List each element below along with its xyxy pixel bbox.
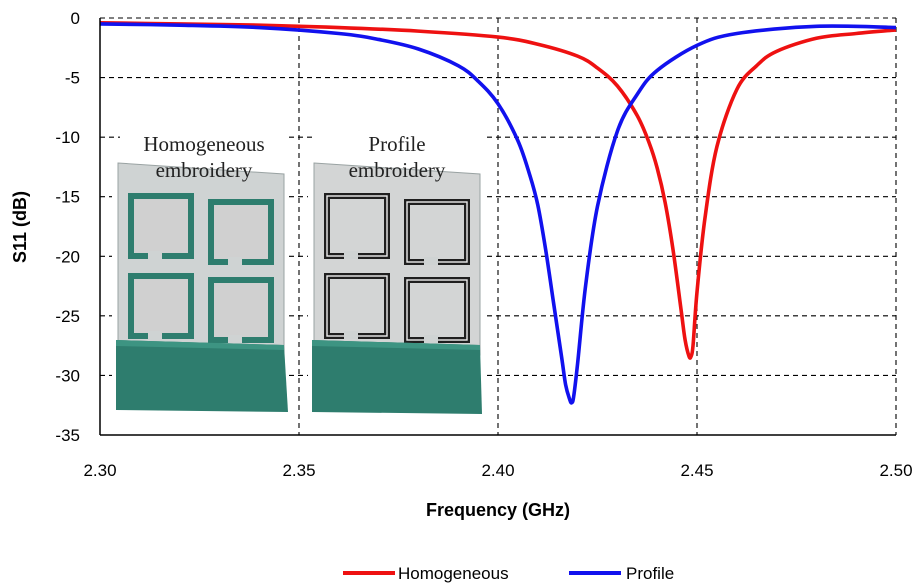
x-axis-title: Frequency (GHz) [426,500,570,520]
patch-slot [424,335,438,343]
series-layer [99,20,897,405]
x-tick-labels: 2.30 2.35 2.40 2.45 2.50 [83,461,912,480]
series-line-homogeneous [99,20,897,360]
patch-slot [148,331,162,339]
patch-slot [228,335,242,343]
patch-slot [424,257,438,265]
x-tick-label: 2.50 [879,461,912,480]
y-tick-label: -10 [55,128,80,147]
inset-caption-homogeneous-line2: embroidery [156,158,253,182]
y-axis-title: S11 (dB) [10,191,30,263]
y-tick-label: -20 [55,247,80,266]
y-tick-label: -5 [65,69,80,88]
patch-inner [214,283,268,337]
y-tick-label: -25 [55,307,80,326]
x-tick-label: 2.40 [481,461,514,480]
legend: Homogeneous Profile [343,564,674,583]
patch-inner [134,279,188,333]
patch-slot [148,251,162,259]
y-tick-label: -35 [55,426,80,445]
patch-slot [228,257,242,265]
patch-inner [214,205,268,259]
legend-label-profile: Profile [626,564,674,583]
inset-caption-profile-line2: embroidery [349,158,446,182]
profile-embroidery-image [308,162,486,415]
x-tick-label: 2.45 [680,461,713,480]
inset-caption-homogeneous-line1: Homogeneous [143,132,264,156]
patch-inner [410,283,464,337]
inset-caption-profile-line1: Profile [368,132,425,156]
homogeneous-embroidery-image [112,162,288,415]
y-tick-label: 0 [71,9,80,28]
y-tick-label: -30 [55,366,80,385]
patch-inner [330,279,384,333]
grid-lines [100,17,897,435]
y-tick-label: -15 [55,188,80,207]
x-tick-label: 2.30 [83,461,116,480]
legend-label-homogeneous: Homogeneous [398,564,509,583]
y-tick-labels: 0 -5 -10 -15 -20 -25 -30 -35 [55,9,80,445]
patch-inner [410,205,464,259]
patch-inner [134,199,188,253]
series-line-profile [99,22,897,405]
patch-slot [344,331,358,339]
antenna-inset-images: Homogeneous embroidery Profile embroider… [112,131,486,415]
x-tick-label: 2.35 [282,461,315,480]
patch-inner [330,199,384,253]
patch-slot [344,251,358,259]
